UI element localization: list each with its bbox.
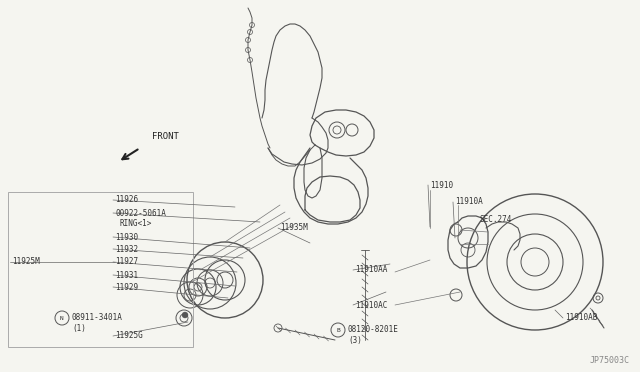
- Text: JP75003C: JP75003C: [590, 356, 630, 365]
- Text: 11929: 11929: [115, 282, 138, 292]
- Text: 11931: 11931: [115, 270, 138, 279]
- Text: N: N: [60, 315, 64, 321]
- Text: RING<1>: RING<1>: [120, 219, 152, 228]
- Text: 11910AA: 11910AA: [355, 266, 387, 275]
- Text: 11910A: 11910A: [455, 198, 483, 206]
- Text: (3): (3): [348, 337, 362, 346]
- Text: FRONT: FRONT: [152, 132, 179, 141]
- Text: 08911-3401A: 08911-3401A: [72, 314, 123, 323]
- Text: 11925G: 11925G: [115, 331, 143, 340]
- Text: (1): (1): [72, 324, 86, 334]
- Text: 11926: 11926: [115, 196, 138, 205]
- Text: 11910AC: 11910AC: [355, 301, 387, 310]
- Text: 11932: 11932: [115, 244, 138, 253]
- Text: 11930: 11930: [115, 232, 138, 241]
- Text: SEC.274: SEC.274: [480, 215, 513, 224]
- Circle shape: [182, 312, 188, 318]
- Text: 11935M: 11935M: [280, 224, 308, 232]
- Text: 00922-5061A: 00922-5061A: [115, 208, 166, 218]
- Text: 11910: 11910: [430, 180, 453, 189]
- Bar: [8, 192, 193, 347]
- Text: 08120-8201E: 08120-8201E: [348, 326, 399, 334]
- Text: 11927: 11927: [115, 257, 138, 266]
- Text: 11925M: 11925M: [12, 257, 40, 266]
- Text: 11910AB: 11910AB: [565, 314, 597, 323]
- Text: B: B: [336, 327, 340, 333]
